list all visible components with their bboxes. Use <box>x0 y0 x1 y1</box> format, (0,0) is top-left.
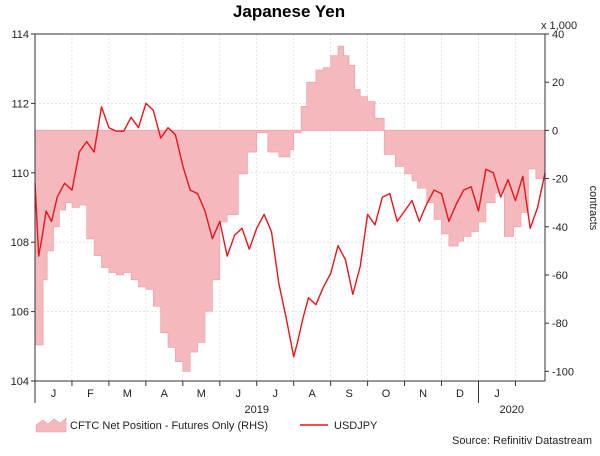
right-tick-label: -20 <box>552 174 568 186</box>
left-tick-label: 106 <box>11 307 29 319</box>
right-tick-label: -100 <box>552 366 574 378</box>
left-tick-label: 112 <box>11 98 29 110</box>
legend-label-usdjpy: USDJPY <box>334 420 378 432</box>
month-label: J <box>494 388 500 400</box>
right-tick-label: 40 <box>552 29 564 41</box>
right-tick-label: -40 <box>552 222 568 234</box>
month-label: N <box>419 388 427 400</box>
plot-frame <box>34 33 546 382</box>
month-label: D <box>456 388 464 400</box>
right-tick-label: -80 <box>552 318 568 330</box>
year-label: 2020 <box>499 404 523 416</box>
year-label: 2019 <box>244 404 268 416</box>
right-tick-label: -60 <box>552 270 568 282</box>
month-label: J <box>51 388 57 400</box>
cftc-area-layer <box>35 45 545 372</box>
right-axis-multiplier: x 1,000 <box>541 20 577 32</box>
left-tick-label: 108 <box>11 237 29 249</box>
cftc-area-outline <box>35 45 545 372</box>
right-tick-label: 20 <box>552 77 564 89</box>
usdjpy-line <box>34 102 546 358</box>
left-tick-label: 114 <box>11 29 29 41</box>
month-label: S <box>345 388 352 400</box>
legend-label-cftc: CFTC Net Position - Futures Only (RHS) <box>70 420 268 432</box>
source-note: Source: Refinitiv Datastream <box>452 435 592 447</box>
month-label: M <box>123 388 132 400</box>
left-tick-label: 104 <box>11 376 29 388</box>
month-label: J <box>236 388 242 400</box>
month-label: M <box>197 388 206 400</box>
month-label: J <box>272 388 278 400</box>
legend: CFTC Net Position - Futures Only (RHS) U… <box>35 417 378 433</box>
month-label: A <box>309 388 317 400</box>
month-label: O <box>382 388 391 400</box>
left-tick-label: 110 <box>11 168 29 180</box>
usdjpy-line-layer <box>34 102 546 358</box>
left-axis-ticks: 104 106 108 110 112 114 <box>11 29 35 388</box>
legend-swatch-area <box>35 417 67 433</box>
chart-title: Japanese Yen <box>233 2 345 21</box>
right-axis-ticks: -100 -80 -60 -40 -20 0 20 40 <box>545 29 574 378</box>
cftc-area <box>35 46 545 372</box>
month-label: A <box>161 388 169 400</box>
right-axis-label: contracts <box>587 186 599 231</box>
month-label: F <box>87 388 94 400</box>
right-tick-label: 0 <box>552 125 558 137</box>
